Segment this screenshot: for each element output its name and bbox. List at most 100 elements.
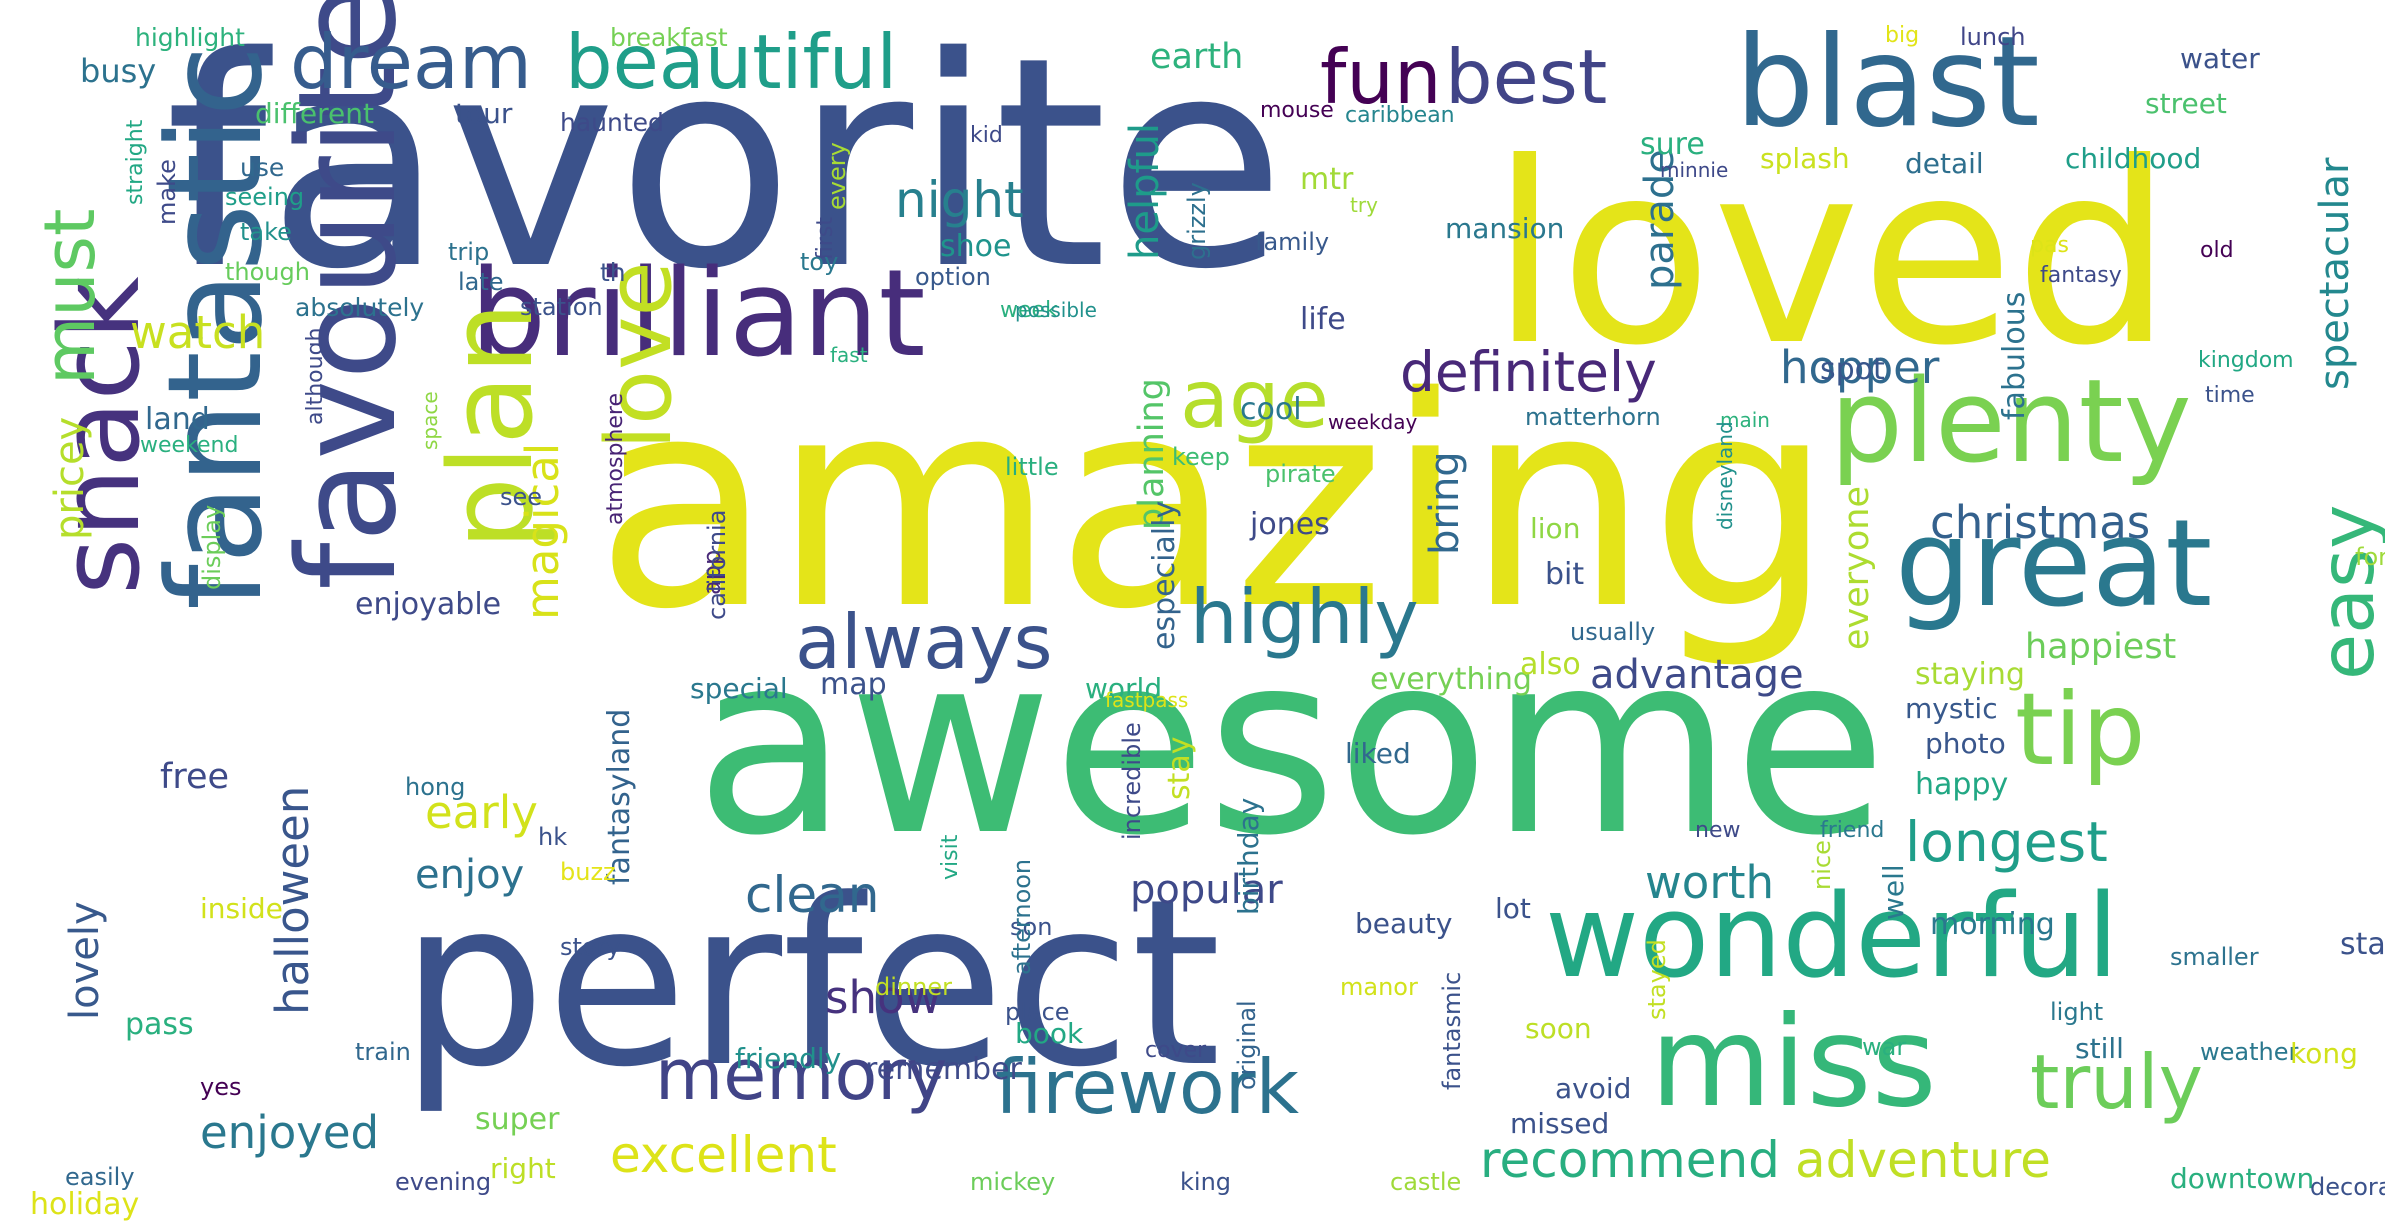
word-highlight: highlight [135,23,245,52]
word-birthday: birthday [1232,797,1265,915]
word-busy: busy [80,52,157,90]
word-place: place [1005,998,1070,1026]
word-holiday: holiday [30,1187,140,1222]
word-lion: lion [1530,512,1581,545]
word-also: also [1520,647,1581,682]
word-awesome: awesome [695,599,1888,890]
word-train: train [355,1038,411,1066]
word-fabulous: fabulous [1997,291,2032,420]
word-well: well [1877,864,1910,920]
word-although: although [303,327,328,425]
word-remember: remember [865,1052,1022,1087]
word-stayed: stayed [1643,939,1671,1020]
word-inside: inside [200,892,283,925]
word-kingdom: kingdom [2198,348,2294,373]
word-evening: evening [395,1168,492,1196]
word-pricey: pricey [47,416,93,540]
word-plenty: plenty [1830,355,2192,489]
word-fantasy: fantasy [2040,263,2122,288]
word-christmas: christmas [1930,496,2151,549]
word-popular: popular [1130,867,1283,913]
word-big: big [1885,23,1920,48]
word-watch: watch [130,306,266,359]
word-beautiful: beautiful [565,18,898,106]
word-light: light [2050,998,2104,1026]
word-lunch: lunch [1960,23,2026,51]
word-disneyland: disneyland [1713,421,1737,530]
word-must: must [29,208,111,385]
word-try: try [1350,193,1378,217]
word-use: use [240,153,285,182]
word-late: late [458,268,504,296]
word-best: best [1445,33,1608,121]
word-everyone: everyone [1837,485,1877,650]
word-th: th [600,258,626,287]
word-definitely: definitely [1400,340,1657,404]
word-space: space [418,391,442,450]
word-weekday: weekday [1328,410,1418,434]
word-toy: toy [800,248,839,276]
word-yes: yes [200,1073,242,1101]
word-story: story [560,933,621,961]
word-cover: cover [1145,1038,1207,1063]
word-family: family [1255,228,1330,256]
word-possible: possible [1015,298,1097,322]
word-usually: usually [1570,618,1656,646]
word-miss: miss [1650,990,1937,1135]
word-old: old [2200,238,2234,263]
word-different: different [255,97,374,130]
word-easy: easy [2303,504,2385,680]
word-grizzly: grizzly [1183,182,1211,260]
word-land: land [145,402,210,437]
word-atmosphere: atmosphere [603,393,628,525]
word-tour: tour [455,97,513,130]
word-dream: dream [290,18,532,106]
word-longest: longest [1905,810,2108,874]
word-fast: fast [830,343,868,367]
word-excellent: excellent [610,1126,837,1184]
word-helpful: helpful [1122,122,1168,260]
word-early: early [425,786,538,839]
word-fun: fun [1320,33,1442,121]
word-weekend: weekend [140,433,239,458]
word-firework: firework [995,1043,1300,1131]
word-age: age [1180,353,1330,446]
word-star: star [2340,927,2385,962]
word-though: though [225,258,310,286]
word-hopper: hopper [1780,341,1940,394]
word-afternoon: afternoon [1008,858,1036,975]
word-stay: stay [1162,736,1197,800]
word-photo: photo [1925,727,2006,760]
word-mystic: mystic [1905,692,1998,725]
word-son: son [1010,913,1053,941]
word-truly: truly [2030,1038,2203,1126]
word-favorite: favorite [165,0,1286,333]
word-original: original [1233,1000,1261,1090]
word-new: new [1695,818,1741,843]
word-time: time [2205,383,2255,408]
word-always: always [795,598,1053,686]
word-friend: friend [1820,818,1885,843]
word-show: show [825,971,942,1024]
word-trip: trip [448,238,490,266]
word-incredible: incredible [1118,722,1146,840]
word-water: water [2180,42,2260,75]
word-keep: keep [1172,443,1230,471]
word-world: world [1085,672,1163,705]
word-take: take [240,218,292,246]
word-jones: jones [1250,507,1330,542]
word-bit: bit [1545,557,1585,592]
word-option: option [915,263,991,291]
word-california: california [703,509,731,620]
word-pas: pas [2030,233,2069,258]
word-weather: weather [2200,1038,2299,1066]
word-nice: nice [1808,840,1836,890]
word-dinner: dinner [875,973,952,1001]
word-forget: forget [2355,543,2385,571]
word-street: street [2145,87,2227,120]
word-lovely: lovely [62,901,108,1020]
word-mtr: mtr [1300,162,1354,197]
word-right: right [490,1152,556,1185]
word-special: special [690,672,788,705]
word-visit: visit [938,834,963,880]
